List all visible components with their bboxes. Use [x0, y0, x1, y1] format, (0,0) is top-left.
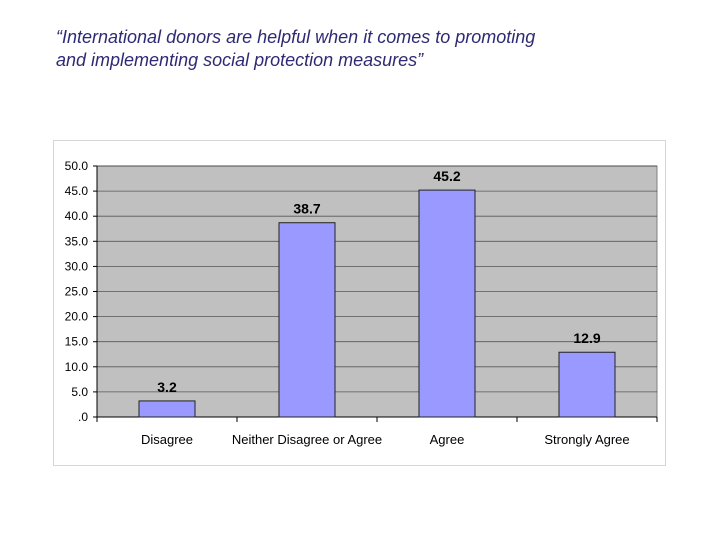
bar [278, 222, 336, 418]
y-tick-label: .0 [78, 410, 88, 424]
data-label: 12.9 [573, 330, 600, 346]
y-tick-label: 20.0 [65, 310, 89, 324]
y-tick-label: 50.0 [65, 159, 89, 173]
category-label: Strongly Agree [544, 432, 629, 447]
y-tick-label: 15.0 [65, 335, 89, 349]
slide-title: “International donors are helpful when i… [56, 26, 666, 72]
y-tick-label: 25.0 [65, 285, 89, 299]
category-label: Disagree [141, 432, 193, 447]
data-label: 45.2 [433, 168, 460, 184]
y-tick-label: 30.0 [65, 259, 89, 273]
bar [138, 400, 196, 418]
y-tick-label: 45.0 [65, 184, 89, 198]
data-label: 3.2 [157, 379, 177, 395]
y-tick-label: 10.0 [65, 360, 89, 374]
y-tick-label: 40.0 [65, 209, 89, 223]
y-tick-label: 35.0 [65, 234, 89, 248]
bar [418, 189, 476, 418]
data-label: 38.7 [293, 201, 320, 217]
y-tick-label: 5.0 [71, 385, 88, 399]
category-label: Neither Disagree or Agree [232, 432, 382, 447]
slide-title-line-2: and implementing social protection measu… [56, 50, 424, 70]
bar [558, 351, 616, 418]
slide-title-line-1: “International donors are helpful when i… [56, 27, 536, 47]
category-label: Agree [430, 432, 465, 447]
